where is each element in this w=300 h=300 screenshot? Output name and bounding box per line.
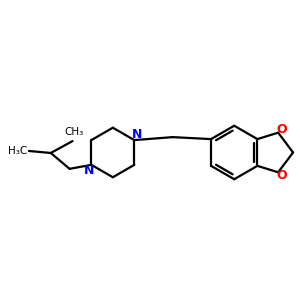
Text: O: O (276, 123, 287, 136)
Text: H₃C: H₃C (8, 146, 27, 156)
Text: N: N (132, 128, 142, 141)
Text: O: O (276, 169, 287, 182)
Text: N: N (84, 164, 94, 177)
Text: CH₃: CH₃ (64, 127, 83, 136)
